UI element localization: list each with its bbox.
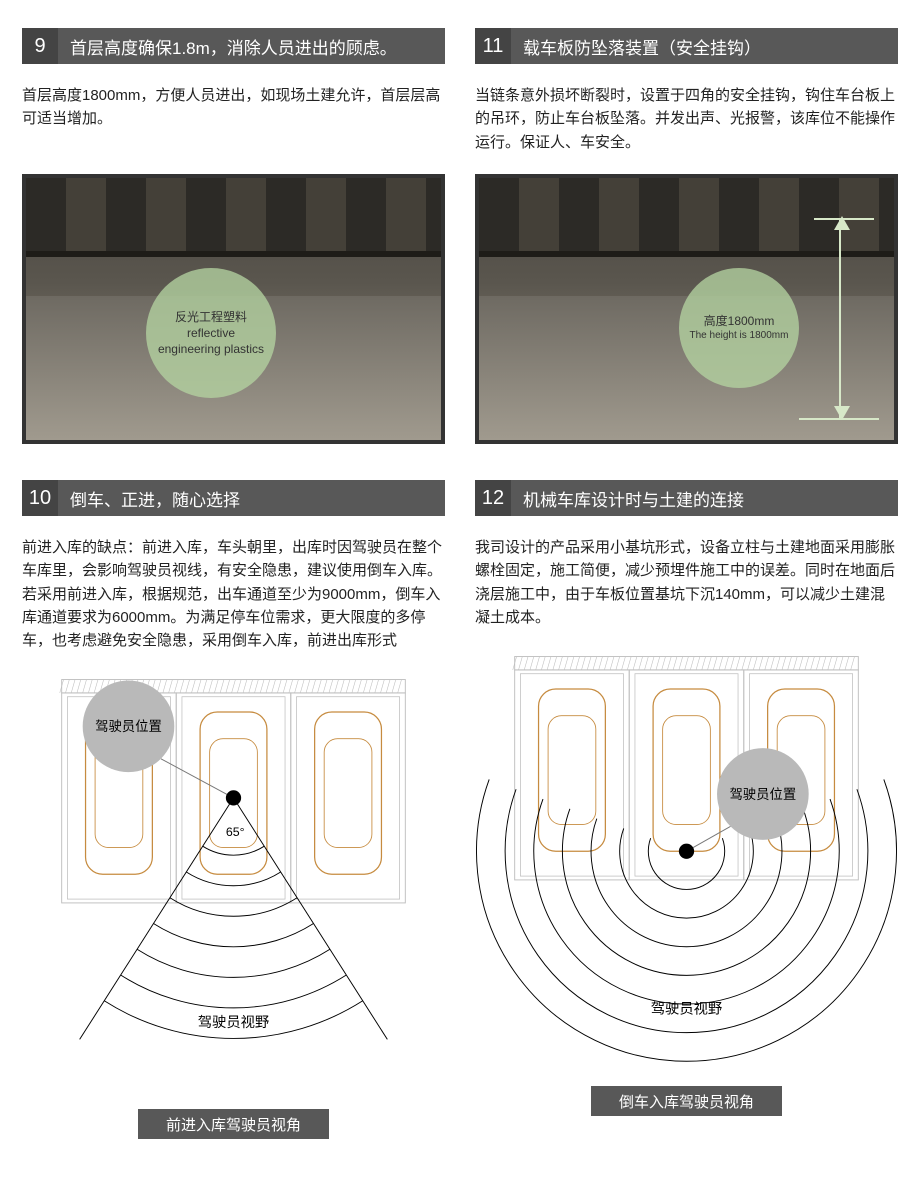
- svg-text:65°: 65°: [226, 825, 245, 839]
- svg-text:驾驶员视野: 驾驶员视野: [651, 1001, 722, 1018]
- callout-text-3: engineering plastics: [158, 341, 264, 357]
- section-number: 9: [22, 28, 58, 64]
- svg-text:驾驶员位置: 驾驶员位置: [729, 787, 796, 802]
- photo-garage-height: 高度1800mm The height is 1800mm: [475, 174, 898, 444]
- callout-bubble: 反光工程塑料 reflective engineering plastics: [146, 268, 276, 398]
- section-header: 11 载车板防坠落装置（安全挂钩）: [475, 28, 898, 64]
- section-number: 11: [475, 28, 511, 64]
- section-desc: 我司设计的产品采用小基坑形式，设备立柱与土建地面采用膨胀螺栓固定，施工简便，减少…: [475, 536, 898, 629]
- baseline-top: [814, 218, 874, 220]
- section-title: 机械车库设计时与土建的连接: [511, 480, 898, 516]
- section-10: 10 倒车、正进，随心选择 前进入库的缺点：前进入库，车头朝里，出库时因驾驶员在…: [22, 480, 445, 1139]
- callout-text-1: 反光工程塑料: [175, 309, 247, 325]
- diagram-forward-entry-fov: 65° 驾驶员位置驾驶员视野: [22, 670, 445, 1095]
- section-desc: 首层高度1800mm，方便人员进出，如现场土建允许，首层层高可适当增加。: [22, 84, 445, 156]
- section-header: 10 倒车、正进，随心选择: [22, 480, 445, 516]
- section-title: 首层高度确保1.8m，消除人员进出的顾虑。: [58, 28, 445, 64]
- diagram-caption: 前进入库驾驶员视角: [138, 1109, 329, 1139]
- section-title: 载车板防坠落装置（安全挂钩）: [511, 28, 898, 64]
- section-title: 倒车、正进，随心选择: [58, 480, 445, 516]
- height-arrow-icon: [839, 218, 841, 418]
- callout-text-2: The height is 1800mm: [690, 329, 789, 343]
- fov-svg: 驾驶员位置驾驶员视野: [475, 647, 898, 1067]
- section-12: 12 机械车库设计时与土建的连接 我司设计的产品采用小基坑形式，设备立柱与土建地…: [475, 480, 898, 1139]
- photo-garage-reflective: 反光工程塑料 reflective engineering plastics: [22, 174, 445, 444]
- svg-text:驾驶员位置: 驾驶员位置: [95, 719, 162, 734]
- section-header: 12 机械车库设计时与土建的连接: [475, 480, 898, 516]
- section-9: 9 首层高度确保1.8m，消除人员进出的顾虑。 首层高度1800mm，方便人员进…: [22, 28, 445, 444]
- callout-text-1: 高度1800mm: [704, 313, 775, 329]
- baseline-bottom: [799, 418, 879, 420]
- section-11: 11 载车板防坠落装置（安全挂钩） 当链条意外损坏断裂时，设置于四角的安全挂钩，…: [475, 28, 898, 444]
- section-desc: 当链条意外损坏断裂时，设置于四角的安全挂钩，钩住车台板上的吊环，防止车台板坠落。…: [475, 84, 898, 156]
- fov-svg: 65° 驾驶员位置驾驶员视野: [22, 670, 445, 1090]
- callout-text-2: reflective: [187, 325, 235, 341]
- section-number: 10: [22, 480, 58, 516]
- callout-bubble: 高度1800mm The height is 1800mm: [679, 268, 799, 388]
- section-number: 12: [475, 480, 511, 516]
- svg-text:驾驶员视野: 驾驶员视野: [198, 1014, 269, 1031]
- diagram-reverse-entry-fov: 驾驶员位置驾驶员视野: [475, 647, 898, 1072]
- section-desc: 前进入库的缺点：前进入库，车头朝里，出库时因驾驶员在整个车库里，会影响驾驶员视线…: [22, 536, 445, 652]
- section-header: 9 首层高度确保1.8m，消除人员进出的顾虑。: [22, 28, 445, 64]
- diagram-caption: 倒车入库驾驶员视角: [591, 1086, 782, 1116]
